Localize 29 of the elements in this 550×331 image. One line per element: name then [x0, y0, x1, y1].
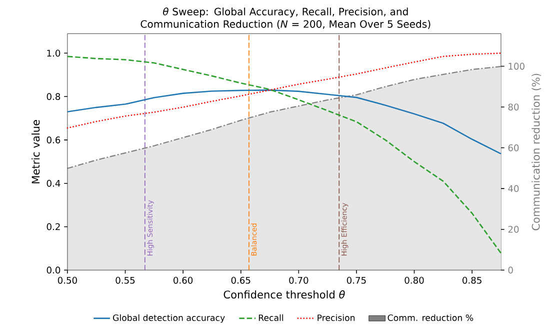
y-tick-label: 0.2	[46, 223, 60, 230]
y2-axis-title: Communication reduction (%)	[532, 74, 542, 230]
x-tick-label: 0.50	[58, 277, 77, 284]
y2-tick-label: 20	[508, 226, 519, 233]
y-tick-label: 0.4	[46, 180, 60, 187]
y2-tick-label: 60	[508, 144, 519, 152]
legend-label: Precision	[318, 314, 355, 322]
legend-label: Global detection accuracy	[113, 314, 225, 323]
x-tick-label: 0.65	[231, 277, 250, 284]
y2-tick-label: 40	[508, 185, 519, 192]
legend-label: Comm. reduction %	[388, 314, 474, 322]
x-tick-label: 0.85	[462, 277, 482, 284]
y-tick-label: 0.6	[46, 136, 60, 144]
y2-tick-label: 80	[508, 104, 519, 111]
x-tick-label: 0.55	[116, 277, 135, 284]
x-tick-label: 0.60	[174, 277, 193, 284]
y-tick-label: 1.0	[47, 50, 60, 57]
x-tick-label: 0.70	[289, 277, 308, 284]
x-tick-label: 0.75	[346, 277, 366, 284]
x-axis-title: Confidence threshold θ	[224, 290, 345, 299]
y-axis-title: Metric value	[32, 120, 40, 184]
y-tick-label: 0.8	[46, 93, 60, 100]
line-series	[66, 90, 502, 155]
x-tick-label: 0.80	[404, 277, 424, 284]
y2-tick-label: 100	[508, 62, 524, 70]
y-tick-label: 0.0	[46, 266, 60, 274]
legend-label: Recall	[258, 314, 284, 322]
y2-tick-label: 0	[508, 266, 513, 274]
chart-title: θ Sweep: Global Accuracy, Recall, Precision, and Communication Reduction (N = 200, Mean Over 5 Seeds)	[140, 8, 430, 30]
